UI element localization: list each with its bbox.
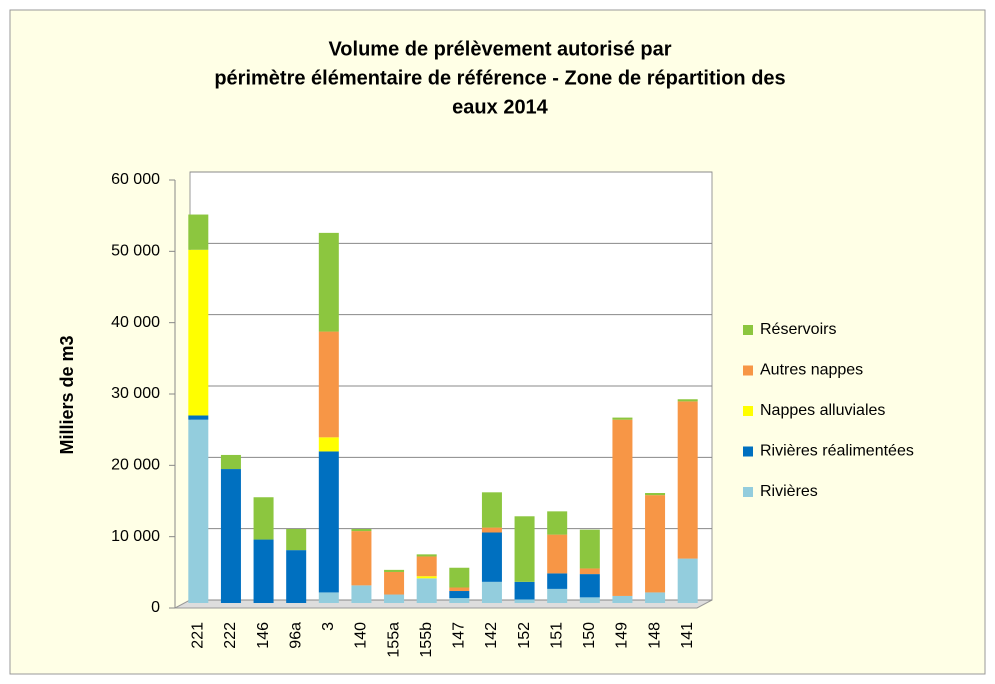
bar-segment	[612, 419, 633, 596]
legend-label: Réservoirs	[760, 321, 836, 338]
bar-segment	[449, 587, 470, 592]
bar-segment	[318, 437, 339, 452]
bar-segment	[579, 568, 600, 575]
bar-segment	[677, 399, 698, 402]
bar-segment	[645, 592, 666, 603]
x-tick-label: 148	[646, 622, 663, 649]
bar-segment	[645, 495, 666, 593]
bar-segment	[547, 534, 568, 574]
bar-segment	[514, 581, 535, 600]
bar-segment	[318, 451, 339, 593]
bar-segment	[449, 598, 470, 603]
bar-segment	[188, 415, 209, 420]
bar-segment	[677, 558, 698, 603]
y-tick-label: 10 000	[111, 528, 160, 545]
bar-segment	[547, 511, 568, 535]
bar-segment	[318, 331, 339, 438]
bar-segment	[253, 497, 274, 540]
bar-segment	[416, 556, 437, 577]
bar-segment	[481, 527, 502, 533]
bar-segment	[351, 531, 372, 586]
x-tick-label: 146	[255, 622, 272, 649]
legend-label: Rivières	[760, 483, 818, 500]
bar-segment	[253, 539, 274, 603]
bar-segment	[481, 492, 502, 528]
bar-segment	[481, 532, 502, 582]
x-tick-label: 222	[222, 622, 239, 649]
legend-swatch	[743, 406, 753, 416]
legend-swatch	[743, 446, 753, 457]
bar-segment	[220, 469, 241, 603]
y-tick-label: 0	[151, 599, 160, 616]
x-tick-label: 142	[483, 622, 500, 649]
x-tick-label: 221	[190, 622, 207, 649]
x-tick-label: 155b	[418, 622, 435, 658]
bar-segment	[481, 581, 502, 603]
bar-segment	[579, 529, 600, 569]
legend-label: Nappes alluviales	[760, 402, 885, 419]
bar-segment	[514, 599, 535, 603]
bar-segment	[579, 574, 600, 598]
bar-segment	[416, 576, 437, 579]
bar-segment	[547, 588, 568, 603]
bar-segment	[612, 417, 633, 420]
x-tick-label: 151	[548, 622, 565, 649]
legend-swatch	[743, 365, 753, 376]
legend-label: Autres nappes	[760, 362, 863, 379]
bar-segment	[384, 571, 405, 595]
y-tick-label: 30 000	[111, 385, 160, 402]
bar-segment	[677, 401, 698, 559]
legend-swatch	[743, 325, 753, 335]
x-tick-label: 96a	[287, 622, 304, 649]
y-tick-label: 50 000	[111, 243, 160, 260]
bar-segment	[351, 528, 372, 532]
x-tick-label: 150	[581, 622, 598, 649]
bar-segment	[188, 214, 209, 250]
bar-segment	[286, 550, 307, 603]
chart-title: eaux 2014	[452, 96, 549, 118]
bar-segment	[318, 592, 339, 603]
y-tick-label: 60 000	[111, 171, 160, 188]
x-tick-label: 152	[516, 622, 533, 649]
bar-segment	[579, 597, 600, 603]
bar-segment	[645, 493, 666, 496]
bar-segment	[449, 567, 470, 588]
chart-title: Volume de prélèvement autorisé par	[328, 38, 671, 60]
bar-segment	[449, 591, 470, 599]
bar-segment	[514, 516, 535, 582]
legend-label: Rivières réalimentées	[760, 443, 914, 460]
chart-title: périmètre élémentaire de référence - Zon…	[214, 67, 785, 89]
bar-segment	[384, 594, 405, 603]
x-tick-label: 3	[320, 622, 337, 631]
bar-segment	[547, 573, 568, 589]
bar-segment	[220, 454, 241, 470]
bar-segment	[188, 249, 209, 416]
y-tick-label: 40 000	[111, 314, 160, 331]
bar-segment	[351, 585, 372, 603]
x-tick-label: 141	[679, 622, 696, 649]
x-tick-label: 140	[353, 622, 370, 649]
bar-segment	[612, 595, 633, 603]
bar-segment	[188, 419, 209, 603]
y-tick-label: 20 000	[111, 457, 160, 474]
x-tick-label: 149	[614, 622, 631, 649]
y-axis-title: Milliers de m3	[57, 335, 77, 454]
legend-swatch	[743, 487, 753, 497]
bar-segment	[384, 569, 405, 572]
bar-segment	[286, 528, 307, 551]
x-tick-label: 155a	[385, 622, 402, 658]
x-tick-label: 147	[451, 622, 468, 649]
bar-segment	[416, 578, 437, 603]
bar-segment	[416, 554, 437, 557]
bar-segment	[318, 232, 339, 332]
